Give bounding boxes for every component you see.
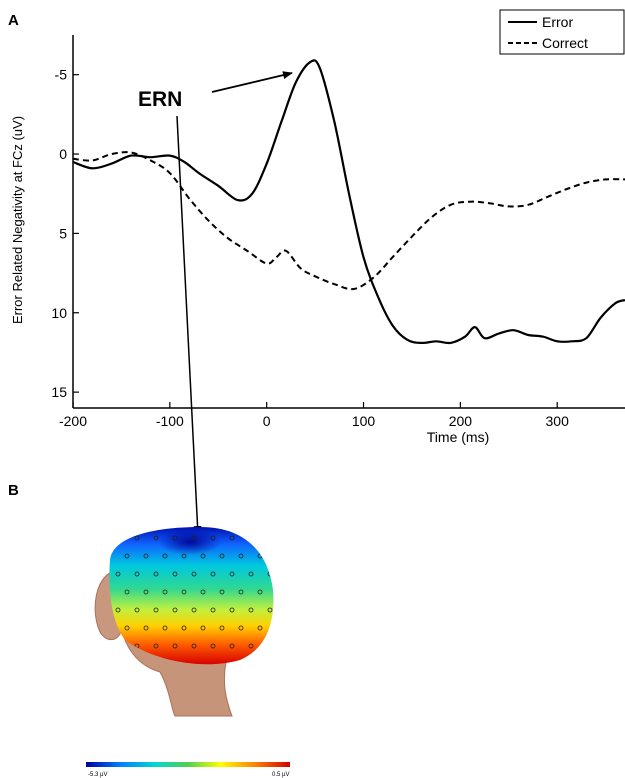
electrode-dot — [248, 607, 254, 613]
electrode-dot — [143, 589, 149, 595]
head-ear — [94, 571, 123, 641]
electrode-dot — [219, 589, 225, 595]
electrode-dot — [162, 625, 168, 631]
x-axis-label: Time (ms) — [427, 429, 489, 445]
electrode-dot — [124, 553, 130, 559]
y-tick-label: -5 — [55, 67, 68, 83]
x-tick-label: 100 — [352, 413, 376, 429]
electrode-dot — [200, 625, 206, 631]
plot-axes — [72, 35, 625, 409]
electrode-dot — [210, 643, 216, 649]
legend-label-error: Error — [542, 14, 573, 30]
electrode-dot — [257, 625, 263, 631]
electrode-dot — [229, 535, 235, 541]
x-tick-label: -200 — [59, 413, 87, 429]
legend-box — [499, 9, 625, 55]
x-tick-label: 0 — [263, 413, 271, 429]
y-ticks: -5 0 5 10 15 — [51, 67, 79, 400]
series-line-error — [73, 59, 625, 345]
electrode-dot — [181, 625, 187, 631]
electrode-dot — [219, 553, 225, 559]
electrode-dot — [238, 625, 244, 631]
electrode-dot — [162, 553, 168, 559]
colorbar-gradient — [86, 762, 290, 767]
x-ticks: -200 -100 0 100 200 300 — [59, 402, 569, 429]
y-axis-label: Error Related Negativity at FCz (uV) — [10, 116, 25, 324]
electrode-dot — [172, 571, 178, 577]
electrode-dot — [172, 535, 178, 541]
electrode-dot — [210, 607, 216, 613]
panel-label-a: A — [8, 12, 19, 29]
electrode-dot — [181, 589, 187, 595]
electrode-dot — [115, 607, 121, 613]
electrode-dot — [172, 607, 178, 613]
x-tick-label: 200 — [449, 413, 473, 429]
scalp-negative-peak — [158, 529, 222, 555]
electrode-dot — [277, 590, 281, 594]
electrode-dot — [257, 589, 263, 595]
electrode-dot — [248, 571, 254, 577]
electrode-dot — [219, 625, 225, 631]
electrode-dot — [191, 643, 197, 649]
electrode-dot — [229, 643, 235, 649]
ern-arrow-to-peak — [211, 71, 293, 93]
electrode-dot — [267, 535, 273, 541]
electrode-dot — [162, 589, 168, 595]
electrode-dot — [277, 554, 281, 558]
electrode-dot — [229, 607, 235, 613]
x-tick-label: 300 — [546, 413, 570, 429]
electrode-dot — [238, 589, 244, 595]
electrode-dot — [153, 607, 159, 613]
colorbar-max-label: 0.5 µV — [272, 772, 289, 778]
electrode-dot — [267, 607, 273, 613]
y-tick-label: 0 — [59, 146, 67, 162]
colorbar-min-label: -5.3 µV — [88, 772, 107, 778]
panel-label-b: B — [8, 482, 19, 499]
y-tick-label: 5 — [59, 225, 67, 241]
electrode-dot — [153, 571, 159, 577]
electrode-dot — [115, 571, 121, 577]
y-tick-label: 10 — [51, 305, 67, 321]
x-tick-label: -100 — [156, 413, 184, 429]
electrode-dot — [124, 625, 130, 631]
electrode-dot — [143, 553, 149, 559]
ern-annotation-label: ERN — [138, 88, 182, 111]
electrode-dot — [238, 553, 244, 559]
electrode-dot — [134, 607, 140, 613]
electrode-dot — [191, 607, 197, 613]
ern-arrow-to-head — [176, 115, 202, 536]
electrode-dot — [153, 535, 159, 541]
electrode-dot — [191, 535, 197, 541]
electrode-dot — [143, 625, 149, 631]
legend-label-correct: Correct — [542, 35, 588, 51]
electrode-dot — [248, 643, 254, 649]
electrode-dot — [115, 535, 121, 541]
colorbar: -5.3 µV 0.5 µV — [86, 762, 290, 778]
electrode-dot — [134, 535, 140, 541]
electrode-dot — [200, 553, 206, 559]
y-tick-label: 15 — [51, 384, 67, 400]
electrode-dot — [200, 589, 206, 595]
head-topography — [94, 527, 281, 717]
scalp-map — [109, 527, 274, 665]
electrode-dot — [229, 571, 235, 577]
electrode-dot — [191, 571, 197, 577]
electrode-dot — [210, 571, 216, 577]
electrode-dot — [134, 571, 140, 577]
electrode-dot — [172, 643, 178, 649]
electrode-dot — [248, 535, 254, 541]
legend: Error Correct — [499, 9, 625, 55]
electrode-dot — [181, 553, 187, 559]
electrode-dot — [277, 626, 281, 630]
electrode-dot — [153, 643, 159, 649]
electrode-dot — [267, 643, 273, 649]
electrode-dot — [124, 589, 130, 595]
electrode-dot — [115, 643, 121, 649]
series-line-correct — [73, 151, 625, 291]
electrode-dot — [210, 535, 216, 541]
